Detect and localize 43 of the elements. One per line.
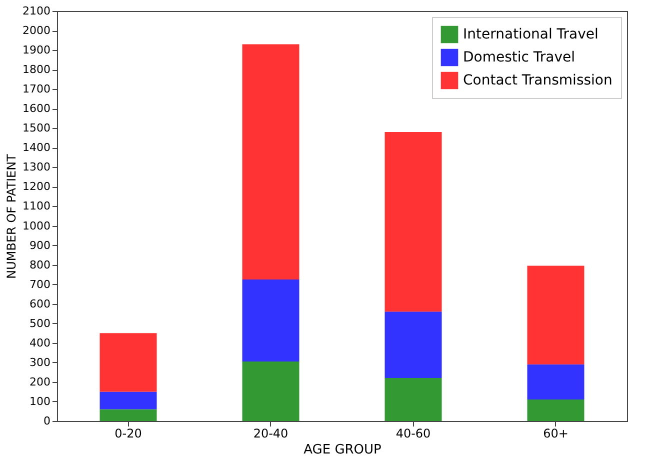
bar xyxy=(527,400,584,421)
y-tick-label: 2100 xyxy=(22,4,50,18)
bar xyxy=(242,361,300,421)
bar xyxy=(100,409,157,421)
y-tick-label: 1100 xyxy=(22,200,50,213)
y-tick-label: 1700 xyxy=(22,82,50,96)
y-tick-label: 0 xyxy=(44,414,50,428)
bar xyxy=(384,312,442,378)
y-tick-label: 100 xyxy=(30,394,50,408)
x-tick-label: 40-60 xyxy=(396,426,431,440)
y-tick-label: 1200 xyxy=(22,180,50,194)
y-tick-label: 600 xyxy=(30,297,50,310)
bar xyxy=(242,279,300,362)
y-tick-label: 900 xyxy=(30,238,50,252)
x-tick-label: 20-40 xyxy=(253,426,288,440)
y-tick-label: 2000 xyxy=(22,24,50,38)
legend-label: Contact Transmission xyxy=(463,72,612,88)
bar xyxy=(100,333,157,392)
y-tick-label: 1600 xyxy=(22,102,50,116)
bar xyxy=(242,44,300,280)
y-tick-label: 1500 xyxy=(22,122,50,135)
legend-label: Domestic Travel xyxy=(463,50,576,66)
bar xyxy=(527,364,584,400)
y-tick-label: 200 xyxy=(30,375,50,388)
bar xyxy=(527,266,584,364)
legend-label: International Travel xyxy=(463,26,598,42)
y-tick-label: 300 xyxy=(30,356,50,369)
y-tick-label: 700 xyxy=(30,278,50,291)
y-tick-label: 400 xyxy=(30,336,50,350)
x-tick-label: 0-20 xyxy=(114,426,142,440)
y-tick-label: 1000 xyxy=(22,219,50,232)
x-tick-label: 60+ xyxy=(543,426,568,440)
y-tick-label: 1900 xyxy=(22,44,50,57)
x-axis-title: AGE GROUP xyxy=(304,442,382,458)
y-tick-label: 1400 xyxy=(22,141,50,154)
y-tick-label: 1300 xyxy=(22,160,50,174)
y-axis-title: NUMBER OF PATIENT xyxy=(4,153,19,279)
bar xyxy=(384,378,442,421)
y-tick-label: 1800 xyxy=(22,63,50,76)
y-tick-label: 800 xyxy=(30,258,50,272)
bar xyxy=(100,392,157,410)
bar xyxy=(384,132,442,312)
y-tick-label: 500 xyxy=(30,316,50,330)
